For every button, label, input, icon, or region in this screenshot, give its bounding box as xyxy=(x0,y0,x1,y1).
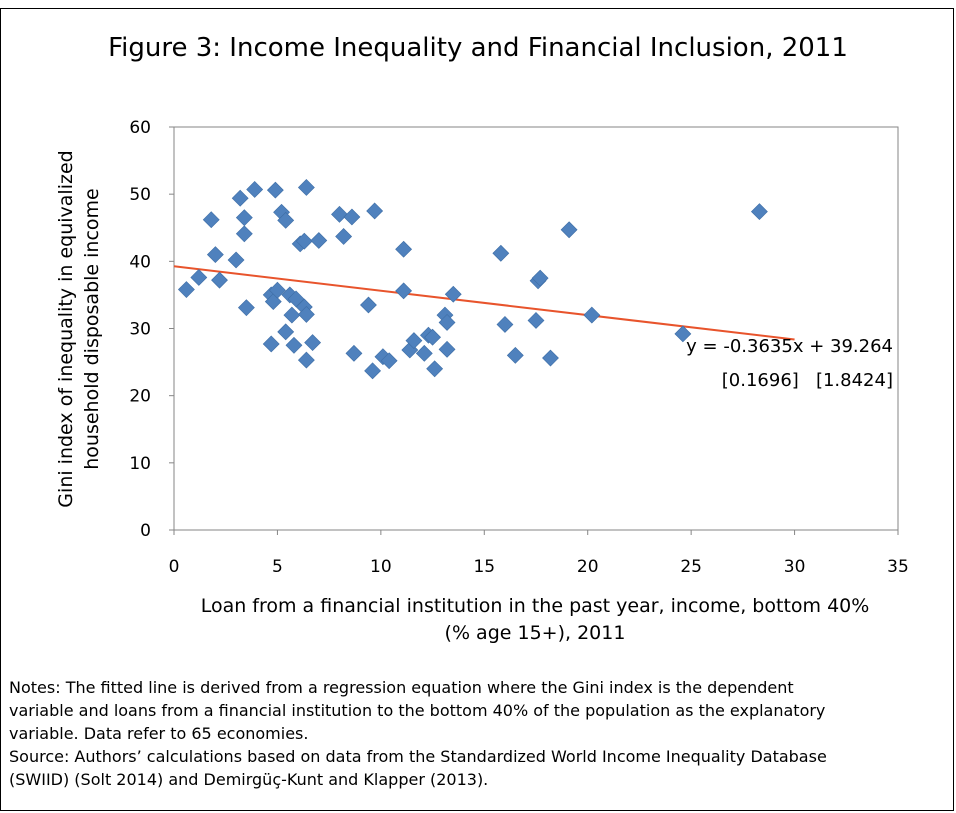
y-tick-label: 60 xyxy=(129,118,151,138)
data-point xyxy=(345,344,363,362)
x-tick-label: 20 xyxy=(577,557,599,577)
data-point xyxy=(405,332,423,350)
data-point xyxy=(235,209,253,227)
data-point xyxy=(438,340,456,358)
data-point xyxy=(531,269,549,287)
y-tick-label: 40 xyxy=(129,252,151,272)
data-point xyxy=(211,271,228,289)
y-tick-label: 10 xyxy=(129,454,151,474)
data-point xyxy=(560,221,578,239)
x-tick-label: 5 xyxy=(272,557,283,577)
source-line: (SWIID) (Solt 2014) and Demirgüç-Kunt an… xyxy=(9,770,489,789)
notes-line: variable and loans from a financial inst… xyxy=(9,701,826,720)
data-point xyxy=(277,211,295,229)
data-point xyxy=(527,312,545,329)
data-point xyxy=(364,362,382,380)
x-axis-label-line: Loan from a financial institution in the… xyxy=(201,595,870,617)
x-tick-label: 25 xyxy=(680,557,702,577)
y-tick-label: 50 xyxy=(129,185,151,205)
data-point xyxy=(395,240,413,258)
data-point xyxy=(297,305,315,323)
data-point xyxy=(331,205,348,223)
equation-se-label: [0.1696] [1.8424] xyxy=(722,370,893,391)
data-point xyxy=(262,335,280,353)
data-point xyxy=(415,344,433,362)
data-point xyxy=(231,189,249,207)
data-point xyxy=(235,225,253,243)
notes-line: variable. Data refer to 65 economies. xyxy=(9,724,309,743)
data-point xyxy=(283,306,301,324)
data-point xyxy=(750,203,768,221)
y-tick-label: 30 xyxy=(129,320,151,340)
data-point xyxy=(285,336,303,354)
x-tick-label: 0 xyxy=(169,557,180,577)
x-tick-label: 10 xyxy=(370,557,392,577)
data-point xyxy=(304,334,322,352)
data-point xyxy=(227,251,245,269)
data-point xyxy=(674,325,692,343)
x-tick-label: 30 xyxy=(784,557,806,577)
data-point xyxy=(297,351,315,369)
data-point xyxy=(310,232,328,249)
data-point xyxy=(269,281,286,299)
x-axis-label-line: (% age 15+), 2011 xyxy=(445,622,626,644)
data-point xyxy=(190,269,208,286)
notes-line: Notes: The fitted line is derived from a… xyxy=(9,678,794,697)
data-point xyxy=(177,281,195,298)
data-point xyxy=(438,314,456,331)
y-tick-label: 20 xyxy=(129,387,151,407)
data-point xyxy=(395,282,413,300)
y-axis-label-line: Gini index of inequality in equivalized xyxy=(55,150,77,507)
equation-label: y = -0.3635x + 39.264 xyxy=(686,336,893,357)
data-point xyxy=(542,349,559,367)
data-point xyxy=(506,346,524,364)
data-point xyxy=(266,181,284,199)
x-tick-label: 35 xyxy=(887,557,909,577)
y-tick-label: 0 xyxy=(140,521,151,541)
data-point xyxy=(380,352,398,370)
figure-frame xyxy=(0,8,954,811)
data-point xyxy=(444,285,462,303)
data-point xyxy=(366,202,384,220)
x-tick-label: 15 xyxy=(473,557,495,577)
data-point xyxy=(343,208,361,226)
data-point xyxy=(424,328,441,346)
data-point xyxy=(335,228,353,245)
data-point xyxy=(496,316,514,333)
data-point xyxy=(277,323,295,341)
data-point xyxy=(246,181,264,198)
data-point xyxy=(583,306,601,324)
data-point xyxy=(206,246,224,264)
data-point xyxy=(426,360,444,378)
data-point xyxy=(295,232,313,250)
data-point xyxy=(237,299,255,317)
chart-title: Figure 3: Income Inequality and Financia… xyxy=(108,33,848,63)
data-point xyxy=(297,179,315,196)
notes-block: Notes: The fitted line is derived from a… xyxy=(9,676,949,791)
data-point xyxy=(202,211,220,229)
y-axis-label-line: household disposable income xyxy=(81,188,103,469)
data-point xyxy=(492,244,510,262)
source-line: Source: Authors’ calculations based on d… xyxy=(9,747,827,766)
trend-line xyxy=(173,265,795,341)
data-point xyxy=(360,296,377,314)
